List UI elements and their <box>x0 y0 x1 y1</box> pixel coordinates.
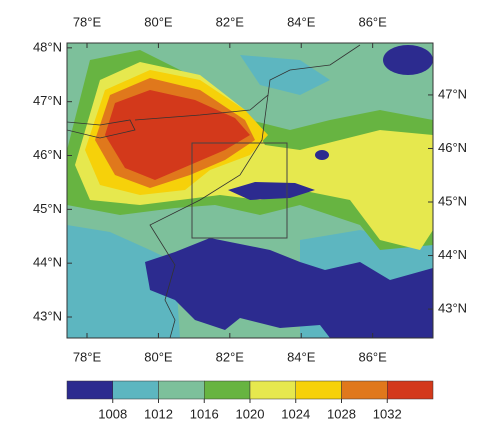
colorbar-swatch <box>295 380 342 400</box>
x-tick-label-top: 86°E <box>358 14 387 29</box>
colorbar-label: 1020 <box>236 406 265 421</box>
x-tick-label: 80°E <box>144 349 173 364</box>
region-1008 <box>145 238 433 338</box>
x-tick-label-top: 84°E <box>287 14 316 29</box>
y-tick-label: 46°N <box>33 147 62 162</box>
border <box>67 119 136 139</box>
lake <box>315 150 329 160</box>
border <box>149 94 269 338</box>
colorbar-swatch <box>66 380 113 400</box>
y2-tick-label: 44°N <box>438 247 467 262</box>
region-1012 <box>67 225 180 338</box>
colorbar-swatch <box>387 380 434 400</box>
y-tick-label: 47°N <box>33 93 62 108</box>
colorbar-swatch <box>341 380 388 400</box>
y2-tick-label: 43°N <box>438 301 467 316</box>
border <box>134 44 361 121</box>
y2-tick-label: 46°N <box>438 140 467 155</box>
colorbar-swatch <box>112 380 159 400</box>
colorbar-label: 1008 <box>98 406 127 421</box>
colorbar-label: 1016 <box>190 406 219 421</box>
y-tick-label: 48°N <box>33 39 62 54</box>
colorbar-label: 1032 <box>373 406 402 421</box>
y2-tick-label: 45°N <box>438 193 467 208</box>
colorbar-label: 1028 <box>327 406 356 421</box>
colorbar-swatch <box>158 380 205 400</box>
x-tick-label-top: 82°E <box>216 14 245 29</box>
region-high <box>105 90 250 180</box>
study-box <box>191 142 288 239</box>
pressure-field <box>67 43 433 338</box>
region-1008 <box>383 45 433 75</box>
x-tick-label: 86°E <box>358 349 387 364</box>
colorbar-swatch <box>204 380 251 400</box>
x-tick-label: 78°E <box>73 349 102 364</box>
x-tick-label: 82°E <box>216 349 245 364</box>
x-tick-label-top: 78°E <box>73 14 102 29</box>
y-tick-label: 43°N <box>33 308 62 323</box>
y2-tick-label: 47°N <box>438 86 467 101</box>
x-tick-label: 84°E <box>287 349 316 364</box>
colorbar-label: 1024 <box>281 406 310 421</box>
colorbar-label: 1012 <box>144 406 173 421</box>
map-frame <box>66 42 434 339</box>
region-1012 <box>240 55 330 95</box>
y-tick-label: 45°N <box>33 201 62 216</box>
colorbar-swatch <box>249 380 296 400</box>
y-tick-label: 44°N <box>33 255 62 270</box>
lake <box>228 182 315 200</box>
x-tick-label-top: 80°E <box>144 14 173 29</box>
